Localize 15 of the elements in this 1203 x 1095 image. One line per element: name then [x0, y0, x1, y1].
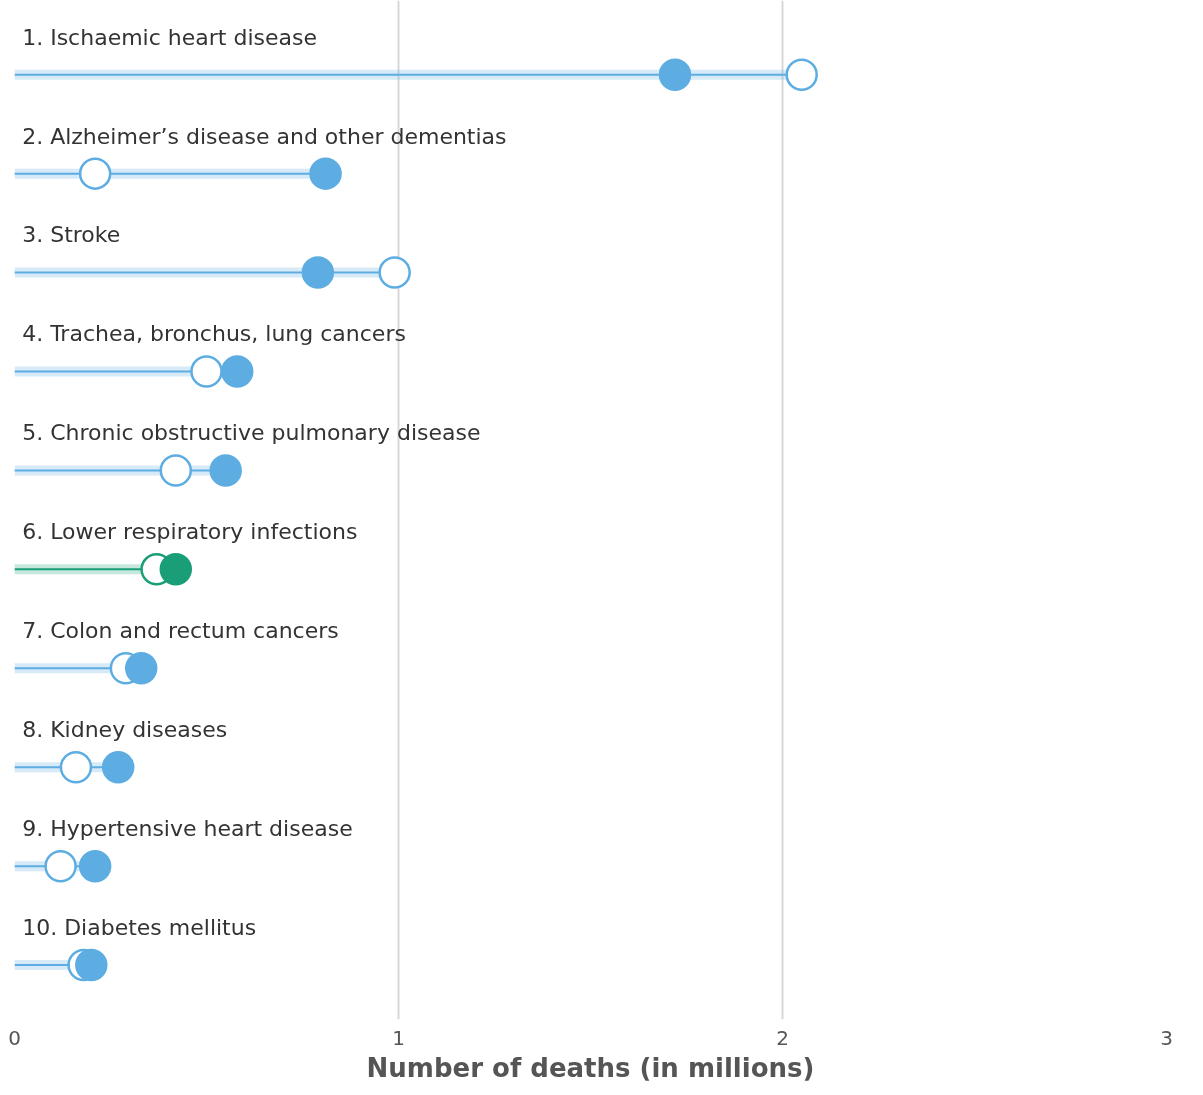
- x-tick-label: 0: [8, 1025, 21, 1050]
- y-tick-label: 2. Alzheimer’s disease and other dementias: [22, 123, 507, 149]
- x-tick-label: 3: [1160, 1025, 1173, 1050]
- x-axis-title: Number of deaths (in millions): [366, 1052, 815, 1083]
- y-tick-label: 3. Stroke: [22, 222, 121, 248]
- x-tick-label: 1: [392, 1025, 405, 1050]
- y-tick-label: 5. Chronic obstructive pulmonary disease: [22, 420, 481, 446]
- y-tick-label: 7. Colon and rectum cancers: [22, 618, 339, 644]
- y-tick-label: 6. Lower respiratory infections: [22, 519, 358, 545]
- y-tick-label: 4. Trachea, bronchus, lung cancers: [22, 321, 406, 347]
- y-tick-label: 10. Diabetes mellitus: [22, 914, 257, 940]
- y-tick-label: 1. Ischaemic heart disease: [22, 24, 317, 50]
- x-tick-label: 2: [776, 1025, 789, 1050]
- y-tick-label: 8. Kidney diseases: [22, 717, 228, 743]
- y-tick-label: 9. Hypertensive heart disease: [22, 816, 353, 842]
